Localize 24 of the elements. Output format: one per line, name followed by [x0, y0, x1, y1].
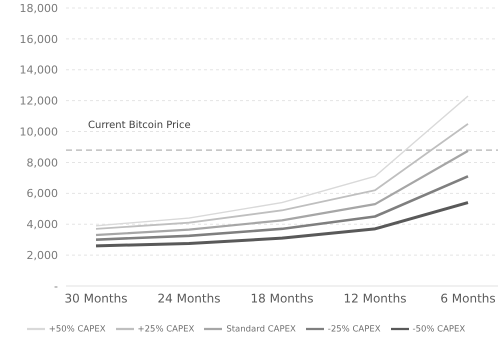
line-series — [94, 201, 470, 248]
x-tick-label: 6 Months — [440, 292, 496, 306]
line-series — [94, 175, 470, 241]
x-tick-label: 12 Months — [344, 292, 406, 306]
x-tick-label: 30 Months — [64, 292, 128, 306]
y-tick-label: 16,000 — [20, 32, 58, 46]
legend-label: +50% CAPEX — [48, 324, 106, 334]
legend-label: -25% CAPEX — [328, 324, 381, 334]
y-tick-label: 6,000 — [26, 187, 58, 200]
y-tick-label: 2,000 — [26, 249, 58, 262]
x-tick-label: 24 Months — [158, 292, 220, 306]
ref-line-label: Current Bitcoin Price — [88, 120, 191, 132]
y-tick-label: 14,000 — [20, 64, 58, 77]
x-tick-label: 18 Months — [250, 292, 314, 306]
y-tick-label: 12,000 — [20, 94, 58, 108]
y-tick-label: 8,000 — [26, 156, 58, 170]
legend-label: -50% CAPEX — [412, 324, 466, 334]
y-tick-label: 18,000 — [20, 2, 58, 15]
y-tick-label: 10,000 — [20, 125, 58, 138]
legend-label: Standard CAPEX — [226, 324, 296, 334]
y-tick-label: - — [54, 280, 58, 293]
line-series — [94, 150, 470, 236]
y-tick-label: 4,000 — [26, 218, 58, 232]
legend-label: +25% CAPEX — [138, 324, 194, 334]
